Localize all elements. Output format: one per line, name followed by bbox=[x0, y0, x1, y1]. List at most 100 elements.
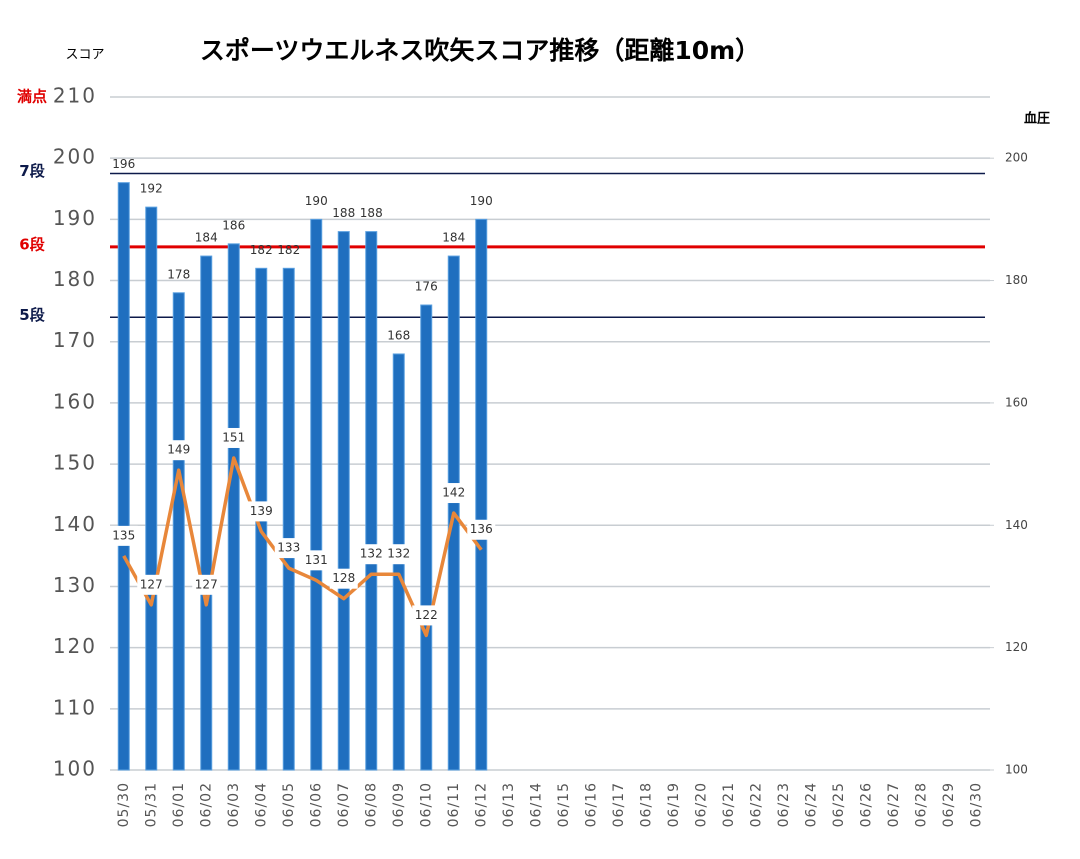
y-tick-label: 130 bbox=[53, 573, 97, 597]
bar-value-label: 188 bbox=[360, 206, 383, 220]
line-value-label: 122 bbox=[415, 608, 438, 622]
bar-value-label: 192 bbox=[140, 182, 163, 196]
bar bbox=[227, 243, 240, 771]
line-label-box bbox=[274, 538, 303, 559]
y-tick-label: 180 bbox=[53, 267, 97, 291]
line-label-box bbox=[357, 544, 386, 565]
line-label-box bbox=[219, 427, 248, 448]
bar bbox=[475, 218, 488, 771]
x-tick-label: 06/02 bbox=[198, 782, 214, 827]
x-tick-label: 06/26 bbox=[858, 782, 874, 827]
line-label-box bbox=[467, 519, 496, 540]
y-tick-label: 190 bbox=[53, 206, 97, 230]
line-label-box bbox=[247, 501, 276, 522]
y2-tick-label: 120 bbox=[1005, 640, 1028, 654]
bar bbox=[337, 231, 350, 771]
y2-tick-label: 140 bbox=[1005, 518, 1028, 532]
reference-label: 5段 bbox=[19, 306, 44, 324]
x-tick-label: 06/23 bbox=[776, 782, 792, 827]
line-value-label: 135 bbox=[112, 528, 135, 542]
y-tick-label: 140 bbox=[53, 512, 97, 536]
y-tick-label: 200 bbox=[53, 145, 97, 169]
bar-value-label: 178 bbox=[167, 267, 190, 281]
bar-value-label: 176 bbox=[415, 280, 438, 294]
line-value-label: 128 bbox=[332, 571, 355, 585]
bar-value-label: 182 bbox=[277, 243, 300, 257]
x-tick-label: 06/10 bbox=[418, 782, 434, 827]
bar-value-label: 182 bbox=[250, 243, 273, 257]
line-value-label: 149 bbox=[167, 443, 190, 457]
x-tick-label: 06/13 bbox=[501, 782, 517, 827]
x-tick-label: 06/29 bbox=[941, 782, 957, 827]
bar bbox=[145, 206, 158, 771]
y-axis-label: スコア bbox=[65, 48, 104, 63]
y-tick-label: 160 bbox=[53, 389, 97, 413]
line-label-box bbox=[412, 605, 441, 626]
x-tick-label: 06/04 bbox=[253, 782, 269, 827]
bar bbox=[365, 231, 378, 771]
x-tick-label: 06/25 bbox=[831, 782, 847, 827]
line-label-box bbox=[137, 574, 166, 595]
bar-value-label: 188 bbox=[332, 206, 355, 220]
y-tick-label: 110 bbox=[53, 695, 97, 719]
x-tick-label: 06/19 bbox=[666, 782, 682, 827]
line-value-label: 136 bbox=[470, 522, 493, 536]
line-label-box bbox=[192, 574, 221, 595]
x-tick-label: 06/24 bbox=[803, 782, 819, 827]
max-label: 満点 bbox=[17, 88, 47, 106]
x-tick-label: 06/12 bbox=[473, 782, 489, 827]
y-tick-label: 170 bbox=[53, 328, 97, 352]
x-tick-label: 06/28 bbox=[913, 782, 929, 827]
bar-value-label: 190 bbox=[305, 194, 328, 208]
x-tick-label: 05/31 bbox=[143, 782, 159, 827]
x-tick-label: 06/15 bbox=[556, 782, 572, 827]
line-label-box bbox=[164, 440, 193, 461]
line-label-box bbox=[109, 525, 138, 546]
line-value-label: 139 bbox=[250, 504, 273, 518]
x-tick-label: 06/11 bbox=[446, 782, 462, 827]
x-tick-label: 06/30 bbox=[968, 782, 984, 827]
y2-tick-label: 160 bbox=[1005, 395, 1028, 409]
line-label-box bbox=[439, 483, 468, 504]
x-tick-label: 06/09 bbox=[391, 782, 407, 827]
line-value-label: 142 bbox=[442, 486, 465, 500]
chart-title: スポーツウエルネス吹矢スコア推移（距離10m） bbox=[200, 36, 760, 65]
y2-tick-label: 100 bbox=[1005, 763, 1028, 777]
x-tick-label: 06/06 bbox=[308, 782, 324, 827]
line-value-label: 133 bbox=[277, 541, 300, 555]
bar-value-label: 186 bbox=[222, 218, 245, 232]
reference-label: 6段 bbox=[19, 235, 44, 253]
line-label-box bbox=[329, 568, 358, 589]
y2-tick-label: 200 bbox=[1005, 151, 1028, 165]
x-tick-label: 06/20 bbox=[693, 782, 709, 827]
x-tick-label: 06/01 bbox=[171, 782, 187, 827]
bar-value-label: 184 bbox=[442, 231, 465, 245]
x-tick-label: 06/14 bbox=[528, 782, 544, 827]
x-tick-label: 06/17 bbox=[611, 782, 627, 827]
line-value-label: 127 bbox=[140, 577, 163, 591]
x-tick-label: 06/18 bbox=[638, 782, 654, 827]
line-value-label: 132 bbox=[360, 547, 383, 561]
line-value-label: 131 bbox=[305, 553, 328, 567]
x-tick-label: 06/21 bbox=[721, 782, 737, 827]
bar bbox=[200, 255, 213, 771]
bar-value-label: 196 bbox=[112, 157, 135, 171]
x-tick-label: 06/22 bbox=[748, 782, 764, 827]
y-tick-label: 120 bbox=[53, 634, 97, 658]
bar bbox=[117, 182, 130, 771]
y-tick-label: 100 bbox=[53, 757, 97, 781]
y2-tick-label: 180 bbox=[1005, 273, 1028, 287]
bar-value-label: 168 bbox=[387, 328, 410, 342]
line-label-box bbox=[384, 544, 413, 565]
bar-value-label: 184 bbox=[195, 231, 218, 245]
y-tick-label: 210 bbox=[53, 84, 97, 108]
y-tick-label: 150 bbox=[53, 451, 97, 475]
y2-axis-label: 血圧 bbox=[1024, 111, 1050, 127]
reference-label: 7段 bbox=[19, 162, 44, 180]
x-tick-label: 05/30 bbox=[116, 782, 132, 827]
bar-value-label: 190 bbox=[470, 194, 493, 208]
x-tick-label: 06/16 bbox=[583, 782, 599, 827]
x-tick-label: 06/07 bbox=[336, 782, 352, 827]
x-tick-label: 06/08 bbox=[363, 782, 379, 827]
